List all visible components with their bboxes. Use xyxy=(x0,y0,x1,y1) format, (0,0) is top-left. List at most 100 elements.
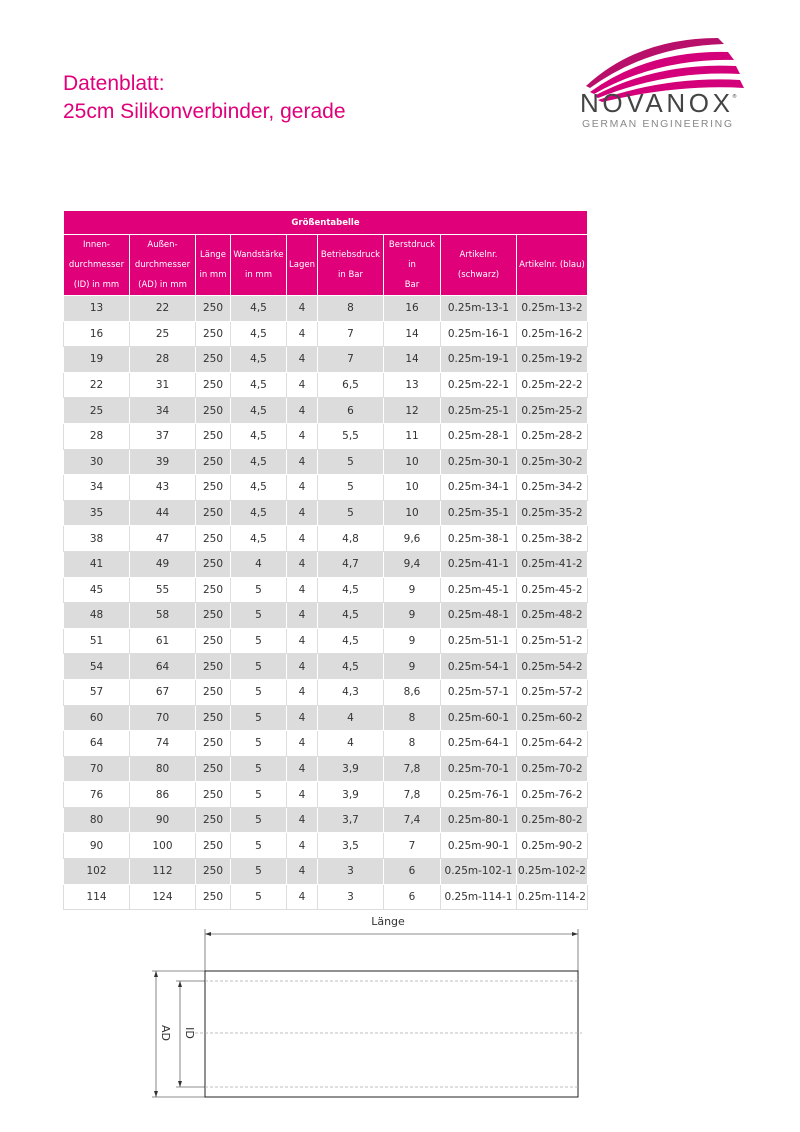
table-cell: 250 xyxy=(195,474,231,501)
table-cell: 4,8 xyxy=(317,525,384,552)
connector-dimension-diagram: Länge AD ID xyxy=(152,915,582,1098)
table-row: 48 58 250 5 4 4,5 9 0.25m-48-1 0.25m-48-2 xyxy=(63,602,588,629)
table-cell: 8 xyxy=(383,730,441,757)
table-cell: 74 xyxy=(129,730,196,757)
table-cell: 250 xyxy=(195,422,231,450)
table-cell: 7,8 xyxy=(383,755,441,783)
table-cell: 9 xyxy=(383,653,441,680)
table-cell: 0.25m-45-1 xyxy=(440,576,517,604)
column-header: Wandstärke in mm xyxy=(230,234,287,296)
table-row: 16 25 250 4,5 4 7 14 0.25m-16-1 0.25m-16-2 xyxy=(63,320,588,348)
title-line-2: 25cm Silikonverbinder, gerade xyxy=(63,100,346,123)
table-cell: 9,6 xyxy=(383,525,441,552)
table-cell: 43 xyxy=(129,474,196,501)
table-cell: 5 xyxy=(230,883,287,911)
table-cell: 0.25m-48-2 xyxy=(516,602,588,629)
table-cell: 86 xyxy=(129,781,196,808)
table-cell: 8 xyxy=(383,704,441,732)
table-cell: 4,5 xyxy=(317,602,384,629)
table-cell: 4 xyxy=(286,576,318,604)
table-cell: 4 xyxy=(286,755,318,783)
table-cell: 0.25m-30-2 xyxy=(516,448,588,476)
table-cell: 4,5 xyxy=(230,474,287,501)
table-row: 35 44 250 4,5 4 5 10 0.25m-35-1 0.25m-35-2 xyxy=(63,499,588,527)
column-header: Länge in mm xyxy=(195,234,231,296)
table-cell: 22 xyxy=(129,295,196,322)
table-cell: 10 xyxy=(383,448,441,476)
table-cell: 5 xyxy=(230,627,287,655)
table-cell: 16 xyxy=(383,295,441,322)
table-cell: 70 xyxy=(63,755,130,783)
table-cell: 80 xyxy=(129,755,196,783)
table-cell: 5 xyxy=(230,730,287,757)
table-row: 19 28 250 4,5 4 7 14 0.25m-19-1 0.25m-19-2 xyxy=(63,346,588,373)
table-cell: 0.25m-51-2 xyxy=(516,627,588,655)
table-cell: 0.25m-102-2 xyxy=(516,858,588,885)
table-cell: 4,5 xyxy=(230,525,287,552)
table-cell: 3,5 xyxy=(317,832,384,860)
table-cell: 0.25m-34-1 xyxy=(440,474,517,501)
table-cell: 5 xyxy=(317,499,384,527)
table-cell: 250 xyxy=(195,499,231,527)
table-cell: 4,5 xyxy=(230,499,287,527)
table-row: 114 124 250 5 4 3 6 0.25m-114-1 0.25m-114-2 xyxy=(63,883,588,911)
column-header: Innen- durchmesser (ID) in mm xyxy=(63,234,130,296)
column-header: Lagen xyxy=(286,234,318,296)
table-cell: 4,5 xyxy=(317,653,384,680)
table-cell: 4 xyxy=(286,806,318,834)
table-cell: 4 xyxy=(286,602,318,629)
table-cell: 5 xyxy=(230,806,287,834)
table-cell: 4 xyxy=(286,320,318,348)
table-cell: 250 xyxy=(195,627,231,655)
table-cell: 64 xyxy=(129,653,196,680)
table-row: 51 61 250 5 4 4,5 9 0.25m-51-1 0.25m-51-2 xyxy=(63,627,588,655)
table-cell: 19 xyxy=(63,346,130,373)
table-cell: 4,5 xyxy=(230,320,287,348)
table-cell: 0.25m-80-2 xyxy=(516,806,588,834)
table-cell: 0.25m-64-2 xyxy=(516,730,588,757)
table-cell: 14 xyxy=(383,320,441,348)
table-cell: 0.25m-25-2 xyxy=(516,397,588,424)
table-cell: 0.25m-28-2 xyxy=(516,422,588,450)
table-row: 60 70 250 5 4 4 8 0.25m-60-1 0.25m-60-2 xyxy=(63,704,588,732)
table-cell: 0.25m-60-2 xyxy=(516,704,588,732)
table-cell: 0.25m-76-2 xyxy=(516,781,588,808)
table-cell: 250 xyxy=(195,755,231,783)
table-row: 25 34 250 4,5 4 6 12 0.25m-25-1 0.25m-25-2 xyxy=(63,397,588,424)
table-cell: 4 xyxy=(286,678,318,706)
table-cell: 5 xyxy=(230,576,287,604)
table-cell: 3,7 xyxy=(317,806,384,834)
table-cell: 112 xyxy=(129,858,196,885)
table-cell: 5,5 xyxy=(317,422,384,450)
table-cell: 0.25m-57-1 xyxy=(440,678,517,706)
column-header: Außen- durchmesser (AD) in mm xyxy=(129,234,196,296)
table-cell: 31 xyxy=(129,371,196,399)
table-cell: 250 xyxy=(195,397,231,424)
table-cell: 0.25m-90-2 xyxy=(516,832,588,860)
table-cell: 4 xyxy=(317,704,384,732)
table-cell: 250 xyxy=(195,883,231,911)
table-cell: 0.25m-90-1 xyxy=(440,832,517,860)
table-row: 38 47 250 4,5 4 4,8 9,6 0.25m-38-1 0.25m-38-2 xyxy=(63,525,588,552)
table-row: 28 37 250 4,5 4 5,5 11 0.25m-28-1 0.25m-28-2 xyxy=(63,422,588,450)
table-cell: 9 xyxy=(383,627,441,655)
table-cell: 4 xyxy=(230,550,287,578)
table-cell: 250 xyxy=(195,678,231,706)
table-cell: 250 xyxy=(195,858,231,885)
table-cell: 3 xyxy=(317,858,384,885)
connector-outline xyxy=(204,970,579,1098)
table-cell: 0.25m-70-1 xyxy=(440,755,517,783)
table-cell: 4 xyxy=(286,346,318,373)
table-cell: 4 xyxy=(286,422,318,450)
table-cell: 55 xyxy=(129,576,196,604)
table-cell: 0.25m-57-2 xyxy=(516,678,588,706)
table-cell: 0.25m-48-1 xyxy=(440,602,517,629)
table-cell: 0.25m-54-2 xyxy=(516,653,588,680)
column-header: Berstdruck in Bar xyxy=(383,234,441,296)
table-cell: 0.25m-22-1 xyxy=(440,371,517,399)
length-label: Länge xyxy=(371,915,405,928)
table-cell: 250 xyxy=(195,704,231,732)
table-cell: 250 xyxy=(195,653,231,680)
table-cell: 7,8 xyxy=(383,781,441,808)
